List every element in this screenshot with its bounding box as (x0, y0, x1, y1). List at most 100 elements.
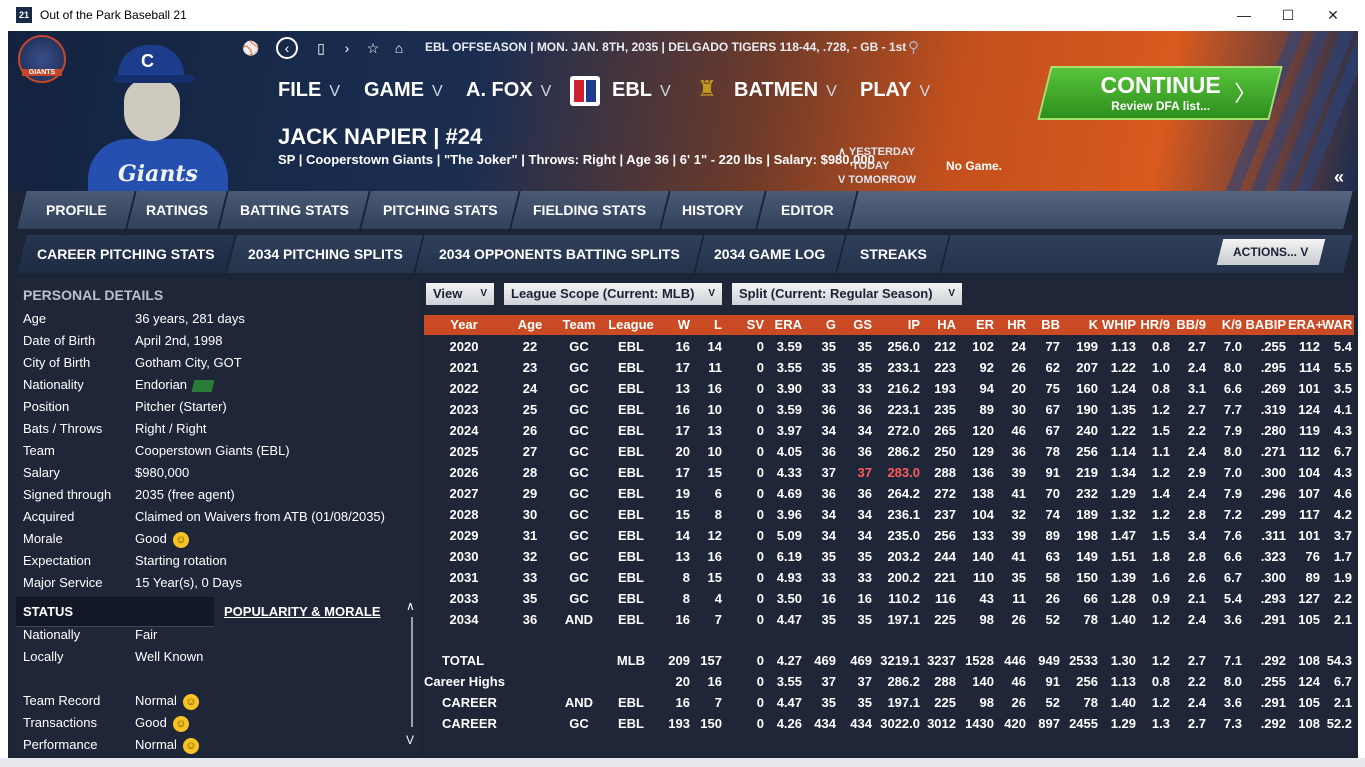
forward-icon[interactable]: › (344, 40, 350, 56)
table-cell: 104 (1298, 465, 1320, 480)
scroll-down-icon[interactable]: V (406, 733, 415, 747)
split-dropdown[interactable]: Split (Current: Regular Season) V (732, 283, 962, 305)
table-cell: 6.7 (1223, 570, 1242, 585)
tab-editor[interactable]: EDITOR (757, 191, 859, 229)
scrollbar[interactable]: ∧ V (406, 599, 418, 749)
column-header[interactable]: BABIP (1245, 317, 1286, 332)
column-header[interactable]: K/9 (1221, 317, 1242, 332)
back-icon[interactable]: ‹ (276, 37, 298, 59)
popularity-morale-tab[interactable]: POPULARITY & MORALE (224, 604, 381, 619)
table-cell: 223 (934, 360, 956, 375)
table-cell: 101 (1298, 528, 1320, 543)
column-header[interactable]: League (608, 317, 654, 332)
tab-batting-stats[interactable]: BATTING STATS (219, 191, 371, 229)
tab-pitching-splits[interactable]: 2034 PITCHING SPLITS (227, 235, 425, 273)
column-header[interactable]: WHIP (1102, 317, 1136, 332)
table-cell: 232 (1076, 486, 1098, 501)
table-cell: 0.8 (1151, 674, 1170, 689)
table-cell: 3.90 (776, 381, 802, 396)
column-header[interactable]: GS (853, 317, 872, 332)
table-cell: 3237 (927, 653, 956, 668)
table-cell: 8 (714, 507, 722, 522)
collapse-icon[interactable]: « (1334, 167, 1345, 187)
tab-profile[interactable]: PROFILE (17, 191, 137, 229)
table-cell: 2.7 (1187, 402, 1206, 417)
table-cell: 35 (821, 612, 836, 627)
column-header[interactable]: Age (517, 317, 543, 332)
maximize-button[interactable]: ☐ (1281, 7, 1295, 23)
continue-button[interactable]: CONTINUE Review DFA list... 〉 (1037, 66, 1283, 120)
table-cell: 7.1 (1223, 653, 1242, 668)
status-tab[interactable]: STATUS (16, 597, 214, 627)
table-cell: 1.9 (1333, 570, 1352, 585)
column-header[interactable]: ERA+ (1288, 317, 1324, 332)
view-dropdown[interactable]: View V (426, 283, 494, 305)
table-cell: 2023 (449, 402, 479, 417)
tab-ratings[interactable]: RATINGS (127, 191, 229, 229)
menu-team[interactable]: BATMEN V (734, 79, 837, 101)
table-cell: 198 (1076, 528, 1098, 543)
actions-button[interactable]: ACTIONS... V (1216, 239, 1326, 265)
column-header[interactable]: ER (975, 317, 994, 332)
table-cell: EBL (618, 716, 644, 731)
tab-history[interactable]: HISTORY (661, 191, 767, 229)
personal-row: Salary $980,000 (23, 463, 419, 485)
today-button[interactable]: TODAY (852, 160, 890, 172)
column-header[interactable]: G (825, 317, 836, 332)
menu-file[interactable]: FILE V (278, 79, 341, 101)
league-scope-dropdown[interactable]: League Scope (Current: MLB) V (504, 283, 722, 305)
tab-fielding-stats[interactable]: FIELDING STATS (511, 191, 671, 229)
home-icon[interactable]: ⌂ (394, 40, 404, 56)
team-logo[interactable]: GIANTS (18, 35, 66, 83)
tab-career-pitching-stats[interactable]: CAREER PITCHING STATS (17, 235, 237, 273)
column-header[interactable]: L (714, 317, 722, 332)
table-cell: 41 (1011, 486, 1026, 501)
tab-opponents-batting-splits[interactable]: 2034 OPPONENTS BATTING SPLITS (415, 235, 705, 273)
personal-row: Position Pitcher (Starter) (23, 397, 419, 419)
bookmark-icon[interactable]: ▯ (317, 40, 325, 56)
column-header[interactable]: WAR (1322, 317, 1353, 332)
column-header[interactable]: HR/9 (1140, 317, 1170, 332)
column-header[interactable]: IP (907, 317, 920, 332)
personal-label: Position (23, 399, 70, 414)
column-header[interactable]: BB/9 (1176, 317, 1206, 332)
menu-game[interactable]: GAME V (364, 79, 443, 101)
table-cell: 35 (857, 360, 872, 375)
table-cell: 54.3 (1326, 653, 1352, 668)
menu-league[interactable]: EBL V (612, 79, 671, 101)
table-cell: 35 (821, 360, 836, 375)
minimize-button[interactable]: — (1237, 7, 1251, 23)
tab-streaks[interactable]: STREAKS (837, 235, 951, 273)
column-header[interactable]: ERA (774, 317, 802, 332)
table-cell: 7.2 (1223, 507, 1242, 522)
column-header[interactable]: Year (450, 317, 478, 332)
tomorrow-button[interactable]: V TOMORROW (838, 174, 917, 186)
tab-pitching-stats[interactable]: PITCHING STATS (361, 191, 521, 229)
column-header[interactable]: HA (937, 317, 956, 332)
table-cell: 117 (1299, 507, 1320, 522)
column-header[interactable]: Team (562, 317, 596, 332)
table-cell: 15 (675, 507, 690, 522)
scroll-up-icon[interactable]: ∧ (406, 599, 415, 613)
yesterday-button[interactable]: ∧ YESTERDAY (838, 146, 916, 158)
table-cell: 256 (934, 528, 956, 543)
league-icon[interactable]: ⚾ (242, 40, 260, 56)
status-label: Transactions (23, 715, 97, 730)
column-header[interactable]: K (1088, 317, 1098, 332)
column-header[interactable]: W (677, 317, 690, 332)
star-icon[interactable]: ☆ (366, 40, 380, 56)
tab-game-log[interactable]: 2034 GAME LOG (695, 235, 847, 273)
table-cell: 34 (821, 423, 836, 438)
column-header[interactable]: SV (746, 317, 764, 332)
column-header[interactable]: BB (1041, 317, 1060, 332)
column-header[interactable]: HR (1007, 317, 1026, 332)
personal-value: 36 years, 281 days (135, 311, 245, 326)
menu-manager[interactable]: A. FOX V (466, 79, 552, 101)
search-icon[interactable]: ⚲ (908, 39, 919, 56)
table-cell: EBL (618, 465, 644, 480)
menu-play[interactable]: PLAY V (860, 79, 931, 101)
close-button[interactable]: ✕ (1327, 7, 1339, 23)
table-cell: 236.1 (887, 507, 920, 522)
table-cell: 0 (756, 674, 764, 689)
personal-row: Acquired Claimed on Waivers from ATB (01/… (23, 507, 419, 529)
